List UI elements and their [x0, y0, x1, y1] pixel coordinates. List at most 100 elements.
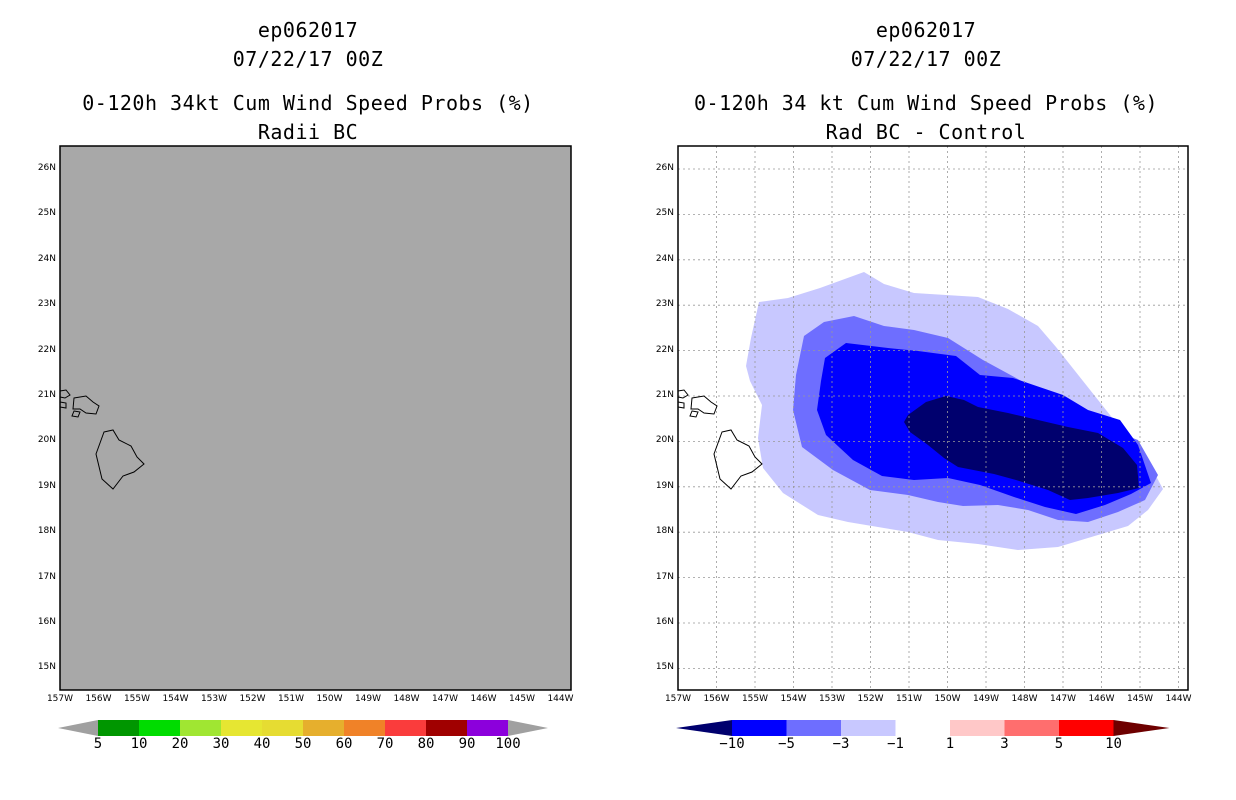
right-lat-label: 26N [655, 163, 674, 173]
right-island-big-island [713, 429, 763, 490]
left-colorbar-label: 50 [294, 736, 312, 752]
left-colorbar-swatch [385, 720, 426, 736]
right-colorbar-label: 1 [945, 736, 955, 752]
left-colorbar-label: 60 [335, 736, 353, 752]
left-probability-fill [59, 145, 572, 691]
right-colorbar-label: −10 [719, 736, 745, 752]
left-storm-id: ep062017 [257, 18, 359, 42]
left-colorbar-swatch [303, 720, 344, 736]
right-lon-label: 154W [780, 694, 807, 704]
right-colorbar-label: 10 [1105, 736, 1122, 752]
right-lon-label: 147W [1049, 694, 1077, 704]
right-colorbar-low-arrow [676, 720, 732, 736]
right-lon-label: 157W [664, 694, 692, 704]
left-colorbar-high-arrow [508, 720, 548, 736]
right-colorbar [676, 720, 1170, 736]
left-lat-label: 25N [37, 208, 56, 219]
left-colorbar-label: 100 [495, 736, 521, 752]
right-lon-label: 148W [1011, 694, 1038, 704]
left-island-kahoolawe [71, 410, 81, 418]
right-lat-label: 23N [655, 299, 674, 310]
left-lat-label: 17N [37, 571, 56, 582]
left-lat-label: 18N [37, 526, 56, 537]
left-colorbar-swatch [262, 720, 303, 736]
left-island-molokai [59, 389, 71, 399]
left-colorbar-label: 30 [212, 736, 230, 752]
left-colorbar-swatch [180, 720, 221, 736]
left-lon-label: 149W [354, 694, 382, 704]
left-colorbar-label: 70 [376, 736, 394, 752]
right-datetime: 07/22/17 00Z [850, 47, 1002, 71]
right-lon-label: 151W [895, 694, 923, 704]
right-colorbar-swatch [950, 720, 1005, 736]
left-lon-label: 144W [547, 694, 574, 704]
right-coastline-hawaii [677, 389, 763, 490]
left-lon-label: 146W [470, 694, 497, 704]
right-island-maui [690, 395, 718, 415]
left-subtitle: Radii BC [257, 120, 359, 144]
left-lat-label: 21N [37, 390, 56, 400]
right-lat-label: 15N [655, 662, 674, 673]
left-colorbar-label: 40 [253, 736, 271, 752]
left-lat-label: 19N [37, 480, 56, 491]
left-island-maui [72, 395, 100, 415]
right-colorbar-swatch [1059, 720, 1114, 736]
left-lat-label: 24N [37, 253, 56, 264]
right-colorbar-swatch [732, 720, 787, 736]
left-lat-label: 26N [37, 163, 56, 173]
right-lon-label: 156W [703, 694, 730, 704]
left-lon-label: 153W [200, 694, 228, 704]
right-lon-label: 149W [972, 694, 1000, 704]
contour-gt-neg10 [904, 396, 1139, 500]
left-colorbar-label: 10 [130, 736, 148, 752]
left-colorbar-label: 90 [458, 736, 476, 752]
left-lon-label: 157W [46, 694, 74, 704]
right-lat-label: 19N [655, 480, 674, 491]
left-lat-label: 16N [37, 617, 56, 627]
left-lon-label: 147W [431, 694, 459, 704]
right-colorbar-high-arrow [1113, 720, 1170, 736]
right-colorbar-label: 5 [1054, 736, 1064, 752]
left-lat-label: 20N [37, 435, 56, 446]
left-lon-label: 154W [162, 694, 189, 704]
left-coastline-hawaii [59, 389, 145, 490]
left-lon-label: 152W [239, 694, 266, 704]
right-lat-label: 20N [655, 435, 674, 446]
left-lon-label: 145W [508, 694, 536, 704]
left-colorbar-swatch [467, 720, 508, 736]
left-lon-label: 155W [123, 694, 151, 704]
left-lat-label: 22N [37, 344, 56, 355]
right-colorbar-swatch [1004, 720, 1059, 736]
right-lon-label: 145W [1126, 694, 1154, 704]
right-lon-label: 152W [857, 694, 884, 704]
right-subtitle: Rad BC - Control [825, 120, 1027, 144]
right-colorbar-label: −3 [832, 736, 850, 752]
right-lat-label: 18N [655, 526, 674, 537]
right-map [677, 145, 1189, 691]
right-colorbar-label: 3 [1000, 736, 1009, 752]
left-colorbar-swatch [344, 720, 385, 736]
left-lat-label: 15N [37, 662, 56, 673]
right-lat-label: 16N [655, 617, 674, 627]
right-lon-label: 146W [1088, 694, 1115, 704]
right-lat-label: 24N [655, 253, 674, 264]
left-lon-label: 150W [316, 694, 343, 704]
left-datetime: 07/22/17 00Z [232, 47, 384, 71]
left-island-big-island [95, 429, 145, 490]
left-map [59, 145, 572, 691]
right-colorbar-swatch [895, 720, 950, 736]
right-lon-label: 155W [741, 694, 769, 704]
left-title: 0-120h 34kt Cum Wind Speed Probs (%) [82, 91, 534, 115]
left-colorbar-swatch [139, 720, 180, 736]
left-island-lanai [59, 401, 67, 409]
right-lat-label: 25N [655, 208, 674, 219]
right-island-kahoolawe [689, 410, 699, 418]
left-colorbar-swatch [426, 720, 467, 736]
right-storm-id: ep062017 [875, 18, 977, 42]
right-lat-label: 17N [655, 571, 674, 582]
left-colorbar-swatch [98, 720, 139, 736]
right-colorbar-label: −1 [887, 736, 904, 752]
left-colorbar-label: 20 [171, 736, 189, 752]
right-colorbar-swatch [786, 720, 841, 736]
right-island-molokai [677, 389, 689, 399]
